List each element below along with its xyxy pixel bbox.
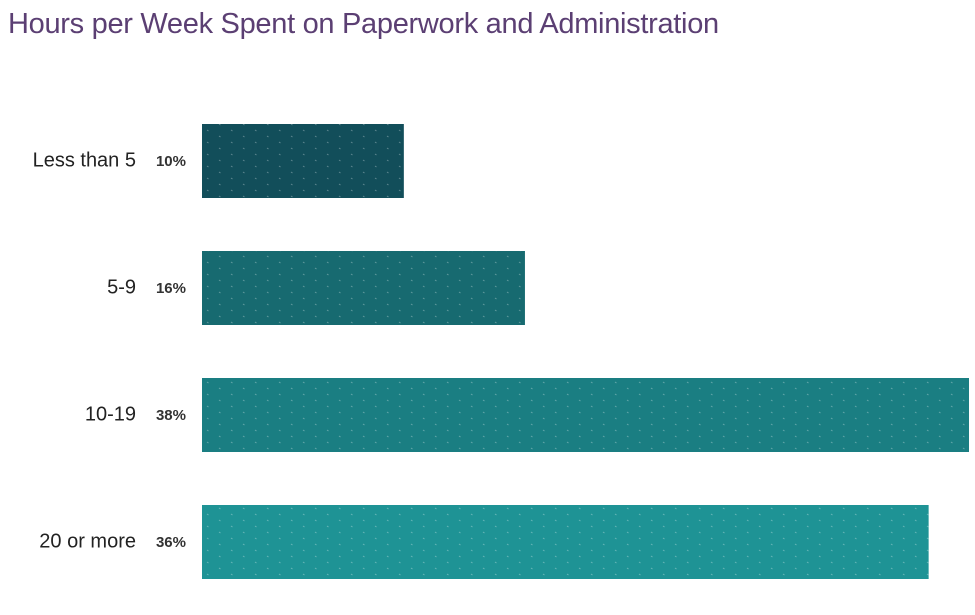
chart-title: Hours per Week Spent on Paperwork and Ad… xyxy=(8,8,719,40)
bar-group: 10-19 38% xyxy=(85,378,969,452)
value-label: 16% xyxy=(156,280,186,297)
bar-group: 5-9 16% xyxy=(107,251,525,325)
category-label: 5-9 xyxy=(107,276,136,298)
value-label: 10% xyxy=(156,153,186,170)
category-label: 10-19 xyxy=(85,403,136,425)
bar-texture xyxy=(202,124,404,198)
bars-layer: Less than 5 10% 5-9 16% 10-19 38% 20 or more 36… xyxy=(33,124,969,579)
value-label: 38% xyxy=(156,407,186,424)
bar-group: Less than 5 10% xyxy=(33,124,404,198)
category-label: 20 or more xyxy=(39,530,136,552)
bar-texture xyxy=(202,251,525,325)
bar-texture xyxy=(202,505,929,579)
bar-texture xyxy=(202,378,969,452)
value-label: 36% xyxy=(156,534,186,551)
category-label: Less than 5 xyxy=(33,149,136,171)
bar-group: 20 or more 36% xyxy=(39,505,929,579)
